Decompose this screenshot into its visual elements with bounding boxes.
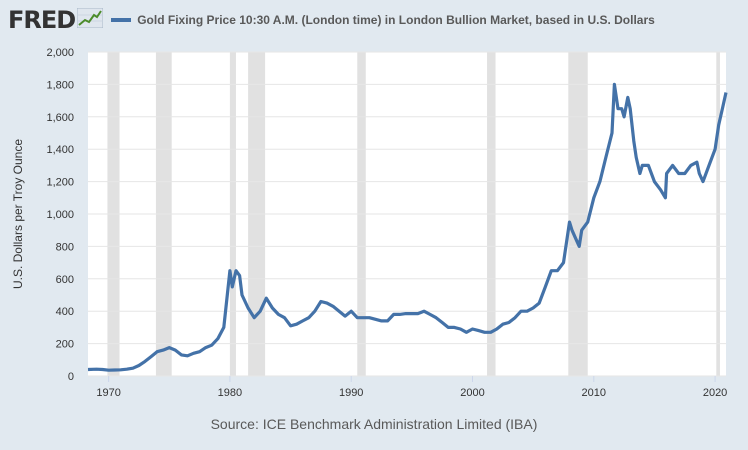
x-tick-label: 1980 <box>218 387 242 399</box>
y-tick-label: 2,000 <box>46 47 74 59</box>
y-tick-label: 200 <box>56 339 74 351</box>
y-tick-label: 600 <box>56 274 74 286</box>
y-axis-label: U.S. Dollars per Troy Ounce <box>11 139 25 289</box>
x-tick-label: 2020 <box>703 387 727 399</box>
legend-line-swatch <box>111 18 132 22</box>
source-note: Source: ICE Benchmark Administration Lim… <box>210 416 538 432</box>
y-tick-label: 1,800 <box>46 79 74 91</box>
x-tick-label: 1970 <box>96 387 120 399</box>
x-tick-label: 2000 <box>460 387 484 399</box>
y-tick-label: 0 <box>68 371 74 383</box>
y-tick-label: 1,000 <box>46 209 74 221</box>
y-tick-label: 1,600 <box>46 112 74 124</box>
y-tick-label: 1,400 <box>46 144 74 156</box>
gold-price-line <box>87 82 728 372</box>
x-tick-label: 1990 <box>339 387 363 399</box>
chart-legend: Gold Fixing Price 10:30 A.M. (London tim… <box>111 13 655 27</box>
y-tick-label: 1,200 <box>46 177 74 189</box>
y-tick-label: 400 <box>56 306 74 318</box>
legend-label: Gold Fixing Price 10:30 A.M. (London tim… <box>137 13 655 27</box>
x-tick-label: 2010 <box>582 387 606 399</box>
chart-header: FRED Gold Fixing Price 10:30 A.M. (Londo… <box>8 5 655 35</box>
y-tick-label: 800 <box>56 241 74 253</box>
logo-text: FRED <box>8 6 76 34</box>
